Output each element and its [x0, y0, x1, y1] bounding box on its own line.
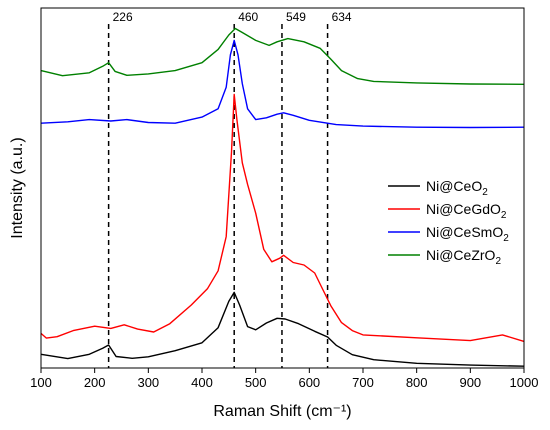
peak-label: 634	[332, 10, 352, 24]
x-tick-label: 300	[137, 375, 159, 390]
x-tick-label: 500	[245, 375, 267, 390]
x-tick-label: 900	[459, 375, 481, 390]
x-tick-label: 800	[406, 375, 428, 390]
x-axis-title: Raman Shift (cm⁻¹)	[213, 403, 351, 420]
series-lines	[40, 27, 525, 367]
x-tick-label: 200	[84, 375, 106, 390]
series-line	[40, 93, 525, 343]
legend-label: Ni@CeO2	[426, 178, 488, 198]
plot-frame	[40, 7, 525, 369]
x-axis: 100 200 300 400 500 600 700 800 900 1000	[30, 368, 538, 390]
peak-label: 226	[113, 10, 133, 24]
peak-markers: 226 460 549 634	[107, 10, 352, 368]
legend-label: Ni@CeSmO2	[426, 224, 509, 244]
legend-label: Ni@CeZrO2	[426, 247, 501, 267]
y-axis-title: Intensity (a.u.)	[9, 137, 26, 238]
x-tick-label: 600	[298, 375, 320, 390]
peak-label: 549	[286, 10, 306, 24]
legend: Ni@CeO2 Ni@CeGdO2 Ni@CeSmO2 Ni@CeZrO2	[388, 178, 509, 267]
series-line	[40, 291, 525, 367]
x-tick-label: 400	[191, 375, 213, 390]
series-line	[40, 39, 525, 129]
peak-label: 460	[238, 10, 258, 24]
x-tick-label: 700	[352, 375, 374, 390]
series-line	[40, 27, 525, 85]
x-tick-label: 100	[30, 375, 52, 390]
x-tick-label: 1000	[510, 375, 539, 390]
legend-label: Ni@CeGdO2	[426, 201, 507, 221]
